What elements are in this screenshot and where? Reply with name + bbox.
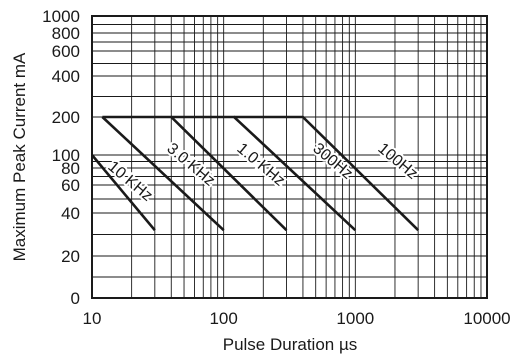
x-tick-label: 1000 bbox=[336, 309, 374, 328]
series-label: 10 KHz bbox=[104, 158, 155, 205]
grid bbox=[91, 15, 487, 298]
x-axis-label: Pulse Duration µs bbox=[223, 335, 358, 354]
y-tick-label: 1000 bbox=[42, 7, 80, 26]
tick-labels: 10 100 1000 1000002040608010020040060080010… bbox=[42, 7, 510, 328]
y-tick-label: 600 bbox=[52, 42, 80, 61]
x-tick-label: 10000 bbox=[463, 309, 510, 328]
series-labels: 10 KHz 3.0 KHz 1.0 KHz 300Hz 100Hz bbox=[102, 138, 422, 207]
y-tick-label: 400 bbox=[52, 67, 80, 86]
y-tick-label: 60 bbox=[61, 176, 80, 195]
series-lines bbox=[91, 115, 420, 232]
series-label: 1.0 KHz bbox=[233, 140, 288, 190]
y-axis-label: Maximum Peak Current mA bbox=[10, 52, 29, 261]
series-line bbox=[91, 154, 156, 232]
y-tick-label: 200 bbox=[52, 108, 80, 127]
plot-frame bbox=[91, 15, 488, 299]
series-line bbox=[234, 115, 420, 232]
x-tick-label: 10 bbox=[83, 309, 102, 328]
y-tick-label: 100 bbox=[52, 146, 80, 165]
y-tick-label: 800 bbox=[52, 24, 80, 43]
y-tick-label: 40 bbox=[61, 204, 80, 223]
y-tick-label: 20 bbox=[61, 247, 80, 266]
y-tick-label: 0 bbox=[71, 289, 80, 308]
x-tick-label: 100 bbox=[209, 309, 237, 328]
y-tick-label: 80 bbox=[61, 159, 80, 178]
series-line bbox=[101, 116, 225, 232]
